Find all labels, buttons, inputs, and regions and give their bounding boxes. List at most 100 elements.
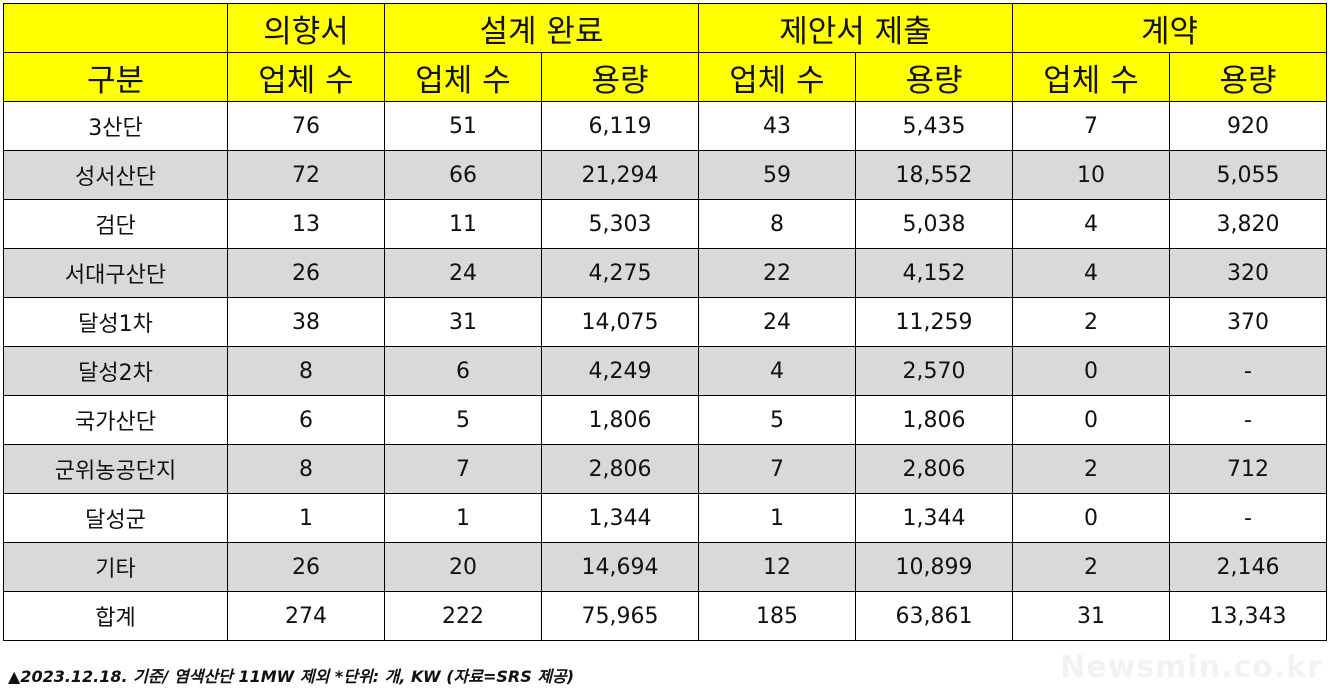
header-design-capacity: 용량 [541, 52, 699, 102]
cell-proposal-count: 59 [698, 150, 856, 200]
cell-contract-capacity: 2,146 [1168, 542, 1328, 592]
header-design-count: 업체 수 [384, 52, 542, 102]
cell-design-count: 6 [384, 346, 542, 396]
cell-design-count: 24 [384, 248, 542, 298]
cell-category: 합계 [3, 591, 228, 641]
watermark: Newsmin.co.kr [1060, 650, 1323, 685]
cell-category: 기타 [3, 542, 228, 592]
cell-contract-capacity: 5,055 [1168, 150, 1328, 200]
header-group-design-complete: 설계 완료 [384, 3, 699, 53]
cell-proposal-capacity: 1,806 [855, 395, 1013, 445]
cell-contract-capacity: - [1168, 395, 1328, 445]
cell-proposal-capacity: 18,552 [855, 150, 1013, 200]
cell-contract-count: 7 [1012, 101, 1170, 151]
header-group-empty [3, 3, 228, 53]
cell-contract-count: 4 [1012, 248, 1170, 298]
header-proposal-count: 업체 수 [698, 52, 856, 102]
cell-intent-count: 38 [227, 297, 385, 347]
cell-proposal-count: 43 [698, 101, 856, 151]
cell-proposal-capacity: 63,861 [855, 591, 1013, 641]
cell-design-count: 1 [384, 493, 542, 543]
header-group-row: 의향서 설계 완료 제안서 제출 계약 [3, 3, 1328, 53]
cell-design-capacity: 1,344 [541, 493, 699, 543]
footnote: ▲2023.12.18. 기준/ 염색산단 11MW 제외 *단위: 개, KW… [8, 667, 575, 686]
cell-design-capacity: 1,806 [541, 395, 699, 445]
cell-contract-capacity: - [1168, 346, 1328, 396]
cell-intent-count: 26 [227, 248, 385, 298]
cell-intent-count: 13 [227, 199, 385, 249]
cell-design-capacity: 2,806 [541, 444, 699, 494]
cell-design-count: 66 [384, 150, 542, 200]
cell-proposal-capacity: 5,038 [855, 199, 1013, 249]
cell-contract-capacity: 320 [1168, 248, 1328, 298]
cell-contract-count: 0 [1012, 346, 1170, 396]
cell-design-capacity: 4,275 [541, 248, 699, 298]
table-header: 의향서 설계 완료 제안서 제출 계약 구분 업체 수 업체 수 용량 업체 수… [3, 3, 1328, 102]
cell-category: 검단 [3, 199, 228, 249]
cell-design-count: 11 [384, 199, 542, 249]
table-row: 3산단 76 51 6,119 43 5,435 7 920 [3, 101, 1328, 151]
cell-design-capacity: 14,075 [541, 297, 699, 347]
cell-contract-count: 0 [1012, 493, 1170, 543]
table-body: 3산단 76 51 6,119 43 5,435 7 920 성서산단 72 66 21,294 59 1… [3, 101, 1328, 641]
cell-contract-count: 0 [1012, 395, 1170, 445]
cell-design-capacity: 5,303 [541, 199, 699, 249]
cell-design-count: 5 [384, 395, 542, 445]
table-row: 군위농공단지 8 7 2,806 7 2,806 2 712 [3, 444, 1328, 494]
cell-contract-count: 10 [1012, 150, 1170, 200]
header-proposal-capacity: 용량 [855, 52, 1013, 102]
cell-design-count: 51 [384, 101, 542, 151]
cell-intent-count: 6 [227, 395, 385, 445]
table-row: 달성군 1 1 1,344 1 1,344 0- [3, 493, 1328, 543]
table-row: 달성1차 38 31 14,075 24 11,259 2 370 [3, 297, 1328, 347]
cell-contract-count: 4 [1012, 199, 1170, 249]
cell-contract-capacity: - [1168, 493, 1328, 543]
solar-status-table: 의향서 설계 완료 제안서 제출 계약 구분 업체 수 업체 수 용량 업체 수… [3, 3, 1328, 641]
table-row: 성서산단 72 66 21,294 59 18,552 10 5,055 [3, 150, 1328, 200]
cell-contract-count: 31 [1012, 591, 1170, 641]
header-group-contract: 계약 [1011, 3, 1328, 53]
cell-proposal-count: 22 [698, 248, 856, 298]
cell-proposal-capacity: 5,435 [855, 101, 1013, 151]
cell-proposal-count: 4 [698, 346, 856, 396]
cell-proposal-count: 7 [698, 444, 856, 494]
header-contract-count: 업체 수 [1012, 52, 1170, 102]
table-row: 서대구산단 26 24 4,275 22 4,152 4 320 [3, 248, 1328, 298]
cell-category: 서대구산단 [3, 248, 228, 298]
cell-proposal-count: 5 [698, 395, 856, 445]
header-category: 구분 [3, 52, 228, 102]
header-group-proposal-submitted: 제안서 제출 [698, 3, 1013, 53]
cell-proposal-capacity: 1,344 [855, 493, 1013, 543]
cell-contract-capacity: 13,343 [1168, 591, 1328, 641]
header-contract-capacity: 용량 [1168, 52, 1328, 102]
cell-design-capacity: 21,294 [541, 150, 699, 200]
cell-design-count: 31 [384, 297, 542, 347]
cell-contract-capacity: 712 [1168, 444, 1328, 494]
cell-category: 달성1차 [3, 297, 228, 347]
cell-contract-count: 2 [1012, 542, 1170, 592]
cell-intent-count: 8 [227, 346, 385, 396]
cell-design-capacity: 75,965 [541, 591, 699, 641]
header-intent-count: 업체 수 [227, 52, 385, 102]
table-row: 국가산단 6 5 1,806 5 1,806 0- [3, 395, 1328, 445]
cell-proposal-count: 185 [698, 591, 856, 641]
cell-contract-capacity: 920 [1168, 101, 1328, 151]
cell-proposal-count: 24 [698, 297, 856, 347]
cell-proposal-capacity: 2,570 [855, 346, 1013, 396]
cell-category: 달성군 [3, 493, 228, 543]
cell-category: 달성2차 [3, 346, 228, 396]
cell-design-capacity: 14,694 [541, 542, 699, 592]
cell-proposal-capacity: 4,152 [855, 248, 1013, 298]
cell-proposal-count: 1 [698, 493, 856, 543]
cell-intent-count: 26 [227, 542, 385, 592]
cell-proposal-count: 12 [698, 542, 856, 592]
cell-intent-count: 8 [227, 444, 385, 494]
cell-intent-count: 76 [227, 101, 385, 151]
table-row: 달성2차 8 6 4,249 4 2,570 0- [3, 346, 1328, 396]
cell-category: 3산단 [3, 101, 228, 151]
cell-category: 군위농공단지 [3, 444, 228, 494]
cell-design-capacity: 4,249 [541, 346, 699, 396]
cell-intent-count: 72 [227, 150, 385, 200]
table-row: 검단 13 11 5,303 8 5,038 4 3,820 [3, 199, 1328, 249]
cell-design-count: 20 [384, 542, 542, 592]
